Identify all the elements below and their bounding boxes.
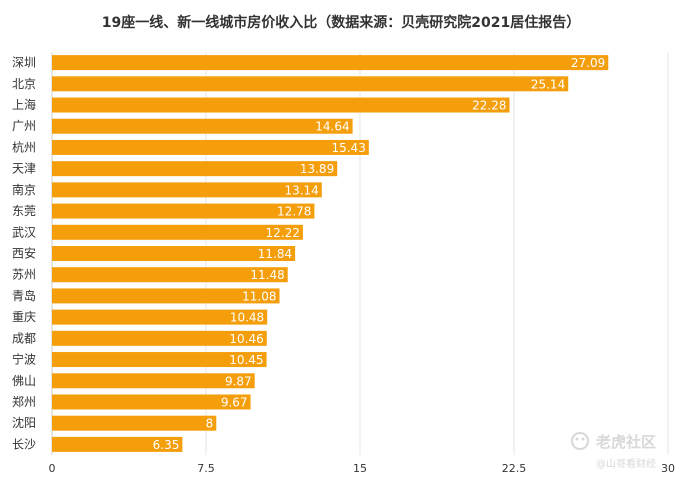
x-tick-label: 30 <box>661 462 675 475</box>
bar <box>52 118 353 134</box>
bar <box>52 55 609 71</box>
x-tick-label: 7.5 <box>197 462 215 475</box>
category-label: 北京 <box>12 77 36 91</box>
value-label: 11.84 <box>258 247 292 261</box>
value-label: 6.35 <box>153 438 180 452</box>
value-label: 14.64 <box>315 120 349 134</box>
bar <box>52 373 255 389</box>
category-label: 重庆 <box>12 310 36 324</box>
value-label: 9.67 <box>221 395 248 409</box>
axis-layer: 0 7.5 15 22.5 30 深圳北京上海广州杭州天津南京东莞武汉西安苏州青岛重庆成都… <box>12 56 675 475</box>
bar <box>52 182 322 198</box>
bar <box>52 415 217 431</box>
bar <box>52 288 280 304</box>
tiger-logo-icon <box>571 432 589 450</box>
bar <box>52 330 267 346</box>
x-tick-label: 22.5 <box>502 462 527 475</box>
value-label: 11.08 <box>242 289 276 303</box>
value-label: 27.09 <box>571 56 605 70</box>
value-label: 13.14 <box>284 183 318 197</box>
category-label: 宁波 <box>12 352 36 367</box>
category-label: 天津 <box>12 162 36 176</box>
category-label: 广州 <box>12 119 36 133</box>
value-label: 10.48 <box>230 311 264 325</box>
value-label: 15.43 <box>331 141 365 155</box>
category-label: 青岛 <box>12 288 36 303</box>
value-label: 11.48 <box>250 268 284 282</box>
bar-layer: 27.09 25.14 22.28 14.64 15.43 13.89 13.14 12.78… <box>52 55 609 452</box>
value-label: 22.28 <box>472 99 506 113</box>
watermark-author: @山哥看财经 <box>596 457 656 470</box>
x-tick-label: 0 <box>49 462 56 475</box>
value-label: 13.89 <box>300 162 334 176</box>
bar <box>52 309 268 325</box>
bar <box>52 267 288 283</box>
category-label: 武汉 <box>12 225 36 239</box>
category-label: 长沙 <box>12 437 36 451</box>
category-label: 深圳 <box>12 56 36 70</box>
watermark-brand: 老虎社区 <box>595 433 656 451</box>
bar <box>52 224 303 240</box>
category-label: 南京 <box>12 182 36 197</box>
category-label: 杭州 <box>12 139 36 154</box>
bar <box>52 352 267 368</box>
category-label: 上海 <box>12 97 36 112</box>
x-tick-label: 15 <box>353 462 367 475</box>
value-label: 10.46 <box>229 332 263 346</box>
bar <box>52 161 338 177</box>
category-label: 苏州 <box>12 268 36 282</box>
value-label: 12.22 <box>266 226 300 240</box>
category-label: 佛山 <box>12 374 36 388</box>
value-label: 9.87 <box>225 374 252 388</box>
category-label: 沈阳 <box>12 415 36 430</box>
chart-title: 19座一线、新一线城市房价收入比（数据来源：贝壳研究院2021居住报告） <box>101 15 581 31</box>
bar <box>52 436 183 452</box>
value-label: 8 <box>206 417 214 431</box>
bar <box>52 97 510 113</box>
bar <box>52 203 315 219</box>
value-label: 12.78 <box>277 205 311 219</box>
category-label: 东莞 <box>12 204 36 218</box>
category-label: 郑州 <box>12 394 36 409</box>
bar <box>52 394 251 410</box>
bar <box>52 139 369 155</box>
watermark: 老虎社区 @山哥看财经 <box>571 432 656 470</box>
value-label: 25.14 <box>531 77 565 91</box>
bar <box>52 246 296 261</box>
category-label: 西安 <box>12 246 36 261</box>
category-label: 成都 <box>12 331 36 345</box>
bar <box>52 76 569 92</box>
value-label: 10.45 <box>229 353 263 367</box>
